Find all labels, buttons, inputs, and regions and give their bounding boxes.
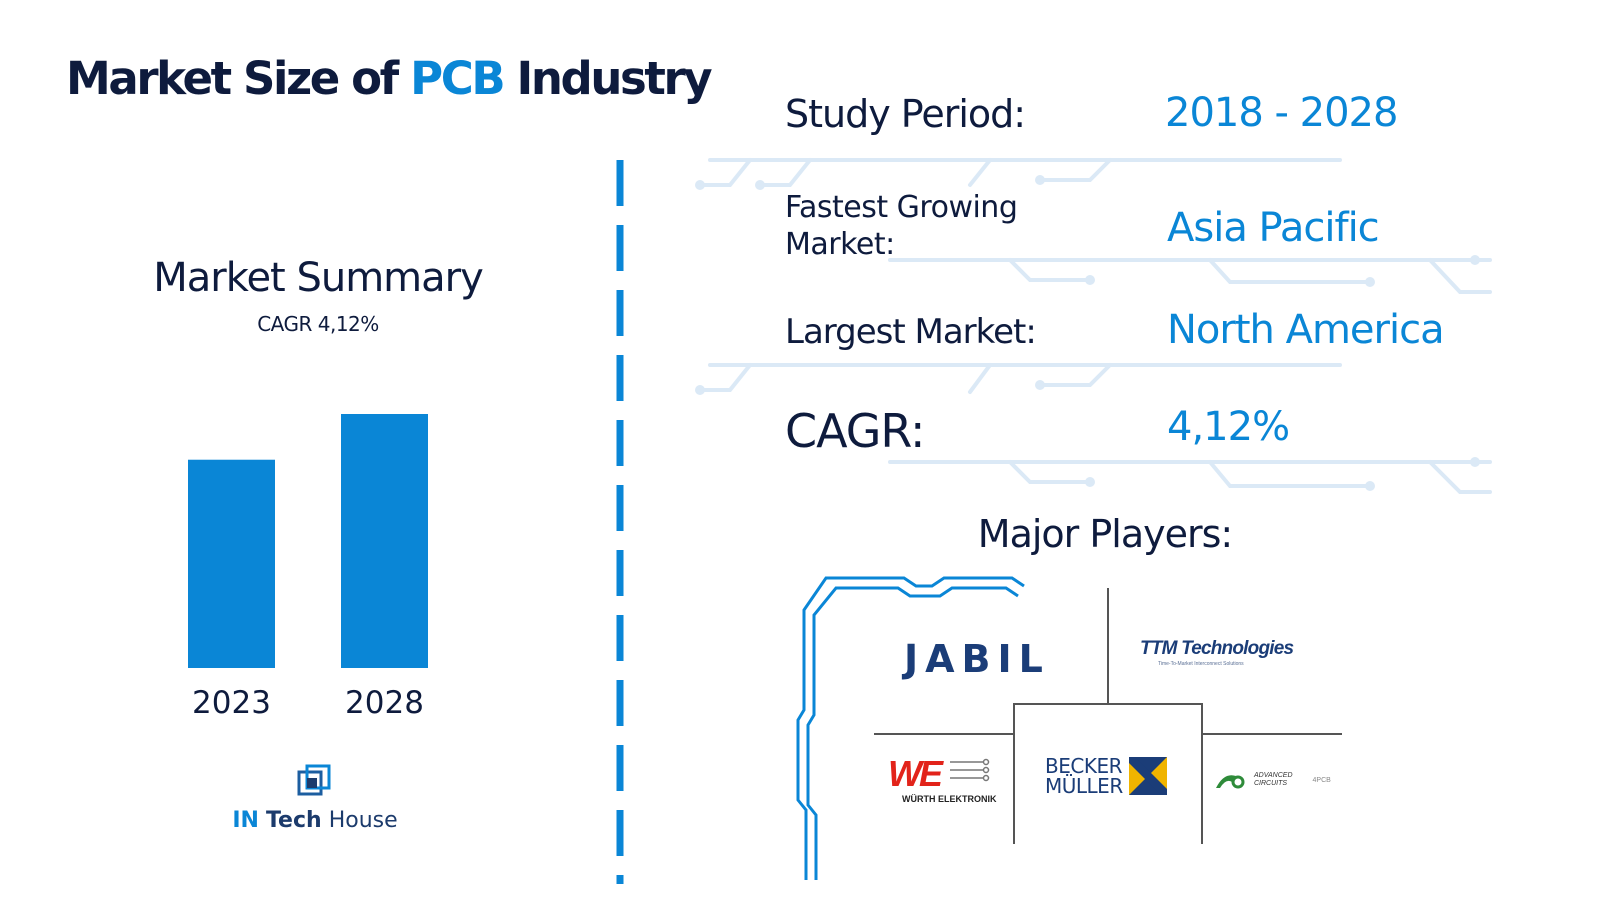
brand-name-part1: IN [232, 808, 259, 833]
page-title: Market Size of PCB Industry [66, 52, 713, 105]
ttm-logo-tagline: Time-To-Market Interconnect Solutions [1158, 661, 1244, 667]
brand-name-part3: House [328, 808, 398, 833]
title-accent: PCB [410, 52, 506, 105]
x-tick-label: 2023 [192, 685, 271, 721]
advanced-circuits-icon [1216, 775, 1245, 789]
study-period-label: Study Period: [785, 92, 1026, 136]
circuit-background [695, 158, 1492, 494]
largest-market-label: Largest Market: [785, 312, 1037, 352]
advanced-logo-suffix: 4PCB [1312, 776, 1331, 784]
wurth-logo-name: WÜRTH ELEKTRONIK [902, 794, 997, 804]
x-tick-label: 2028 [345, 685, 424, 721]
cagr-value: 4,12% [1167, 404, 1290, 450]
bar-2023 [188, 459, 275, 668]
square-logo-icon [297, 764, 331, 796]
brand-name: IN Tech House [208, 808, 422, 833]
ttm-logo: TTM Technologies Time-To-Market Intercon… [1140, 638, 1294, 667]
players-grid-frame [796, 576, 1342, 880]
study-period-value: 2018 - 2028 [1165, 90, 1398, 136]
title-part1: Market Size of [66, 52, 399, 105]
wurth-circuit-icon [950, 758, 990, 782]
fastest-growing-label: Fastest Growing Market: [785, 189, 1075, 263]
fastest-growing-label-line2: Market: [785, 227, 895, 262]
advanced-logo-line1: ADVANCED [1254, 772, 1293, 779]
jabil-logo: JABIL [904, 637, 1050, 681]
wurth-logo-mark: WE [888, 753, 943, 794]
bar-chart: 2023 2028 [188, 414, 428, 721]
wurth-logo: WE WÜRTH ELEKTRONIK [888, 753, 997, 805]
title-part2: Industry [516, 52, 713, 105]
summary-heading: Market Summary [153, 255, 484, 301]
fastest-growing-value: Asia Pacific [1167, 205, 1380, 251]
major-players-heading: Major Players: [977, 512, 1233, 556]
summary-cagr: CAGR 4,12% [257, 312, 379, 336]
cagr-label: CAGR: [785, 404, 925, 458]
becker-logo-line1: BECKER [1045, 754, 1122, 778]
largest-market-value: North America [1167, 307, 1445, 353]
becker-logo-line2: MÜLLER [1045, 774, 1123, 798]
becker-cross-icon [1128, 757, 1167, 795]
bar-2028 [341, 414, 428, 668]
brand-logo: IN Tech House [208, 762, 422, 833]
ttm-logo-name: TTM Technologies [1140, 638, 1294, 659]
dashed-divider [616, 160, 624, 884]
advanced-logo-line2: CIRCUITS [1254, 780, 1288, 787]
brand-name-part2: Tech [265, 808, 322, 833]
becker-muller-logo: BECKER MÜLLER [1045, 756, 1167, 796]
fastest-growing-label-line1: Fastest Growing [785, 190, 1018, 225]
advanced-circuits-logo: ADVANCED CIRCUITS 4PCB [1214, 770, 1331, 790]
